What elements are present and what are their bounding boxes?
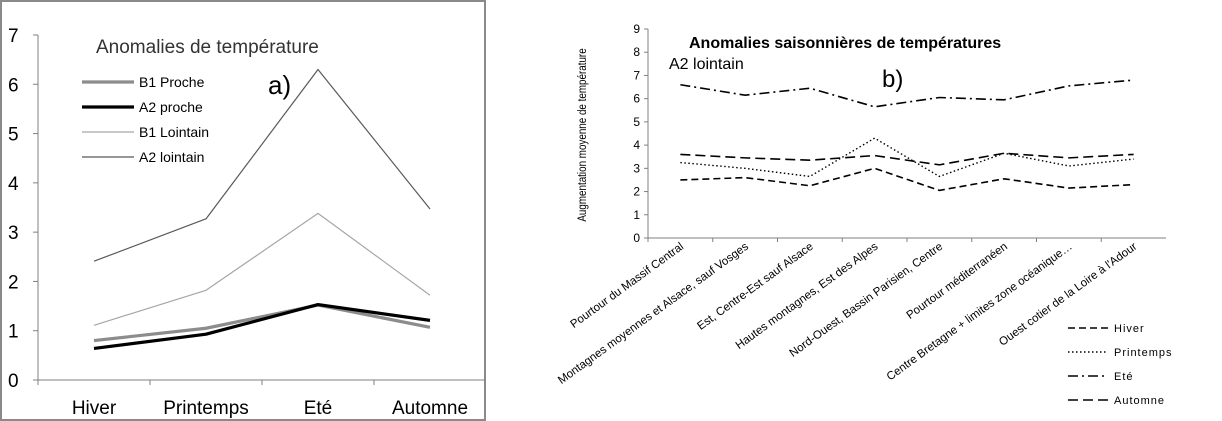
chart-b-y-tick-label: 2 — [633, 185, 640, 199]
chart-b-y-tick-label: 6 — [633, 92, 640, 106]
legend-label-a2-proche: A2 proche — [139, 99, 203, 115]
chart-b-svg: Anomalies saisonnières de températures A… — [556, 22, 1173, 407]
series-line-b1-proche — [93, 303, 431, 343]
chart-b-legend: Hiver Printemps Eté Automne — [1068, 323, 1173, 407]
chart-a-axes: 0 1 2 3 4 5 6 7 Hiver Printemps Eté Automne — [8, 26, 486, 419]
chart-a-svg: Anomalies de température a) B1 Proche A2 … — [0, 0, 486, 421]
series-line-a2-proche — [93, 302, 431, 351]
chart-a-x-tick-label: Printemps — [163, 398, 249, 419]
chart-b-subtitle: A2 lointain — [669, 56, 744, 73]
chart-a-y-tick-label: 4 — [8, 174, 19, 195]
series-line-hiver — [680, 167, 1134, 192]
legend-label-automne: Automne — [1114, 395, 1165, 407]
chart-a-x-tick-label: Eté — [304, 398, 333, 419]
legend-label-b1-lointain: B1 Lointain — [139, 124, 209, 140]
chart-a-legend: B1 Proche A2 proche B1 Lointain A2 lointain — [82, 74, 209, 165]
chart-b-y-tick-label: 9 — [633, 22, 640, 36]
chart-a-y-tick-label: 1 — [8, 322, 19, 343]
legend-label-hiver: Hiver — [1114, 323, 1145, 335]
chart-b-y-tick-label: 0 — [633, 231, 640, 245]
chart-a-y-tick-label: 3 — [8, 223, 19, 244]
chart-a-lines — [93, 68, 431, 351]
chart-a-frame — [0, 0, 486, 421]
chart-a-x-tick-label: Automne — [392, 398, 468, 419]
chart-a-panel-label: a) — [268, 70, 291, 100]
chart-a-y-tick-label: 7 — [8, 26, 19, 47]
chart-b-x-tick-label: Pourtour du Massif Central — [568, 241, 686, 331]
chart-b-x-tick-label: Est, Centre-Est sauf Alsace — [695, 241, 815, 333]
series-line-ete — [680, 79, 1134, 108]
chart-b: Anomalies saisonnières de températures A… — [486, 0, 1222, 421]
chart-b-y-tick-label: 8 — [633, 45, 640, 59]
legend-label-a2-lointain: A2 lointain — [139, 149, 204, 165]
chart-b-lines — [680, 79, 1134, 192]
series-line-b1-lointain — [93, 212, 431, 326]
chart-a-y-tick-label: 5 — [8, 125, 19, 146]
chart-b-title: Anomalies saisonnières de températures — [689, 35, 1001, 52]
chart-a-y-tick-label: 2 — [8, 272, 19, 293]
chart-b-ylabel: Augmentation moyenne de température — [576, 48, 589, 221]
series-line-printemps — [680, 137, 1134, 178]
series-line-automne — [680, 152, 1134, 166]
chart-a-x-tick-label: Hiver — [72, 398, 117, 419]
chart-b-panel-label: b) — [882, 66, 903, 93]
chart-a-y-tick-label: 0 — [8, 371, 19, 392]
chart-b-y-tick-label: 3 — [633, 161, 640, 175]
chart-a: Anomalies de température a) B1 Proche A2 … — [0, 0, 486, 421]
legend-label-b1-proche: B1 Proche — [139, 74, 205, 90]
chart-a-y-tick-label: 6 — [8, 75, 19, 96]
series-line-a2-lointain — [93, 68, 431, 262]
chart-b-y-tick-label: 4 — [633, 138, 640, 152]
chart-b-y-tick-label: 5 — [633, 115, 640, 129]
legend-label-printemps: Printemps — [1114, 347, 1173, 359]
chart-a-title: Anomalies de température — [96, 37, 319, 58]
chart-b-y-tick-label: 7 — [633, 68, 640, 82]
legend-label-ete: Eté — [1114, 371, 1134, 383]
chart-b-y-tick-label: 1 — [633, 208, 640, 222]
